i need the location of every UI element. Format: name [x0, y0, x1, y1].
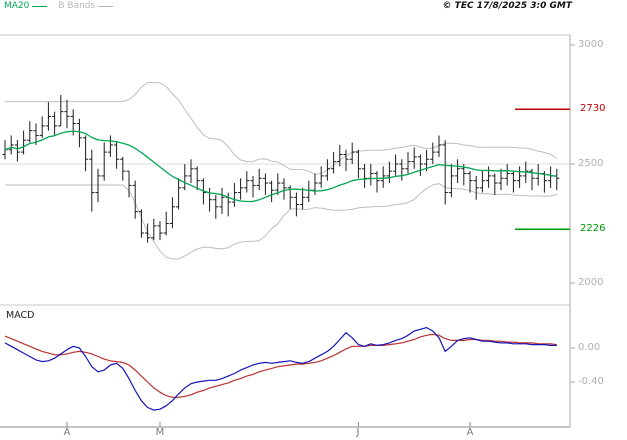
month-label-may: M: [155, 427, 165, 438]
month-label-august: A: [466, 427, 474, 438]
support-level-label: 2226: [580, 223, 606, 234]
ma20-legend-label: MA20: [4, 1, 30, 11]
price-tick-2000: 2000: [578, 277, 604, 288]
copyright-text: © TEC 17/8/2025 3:0 GMT: [442, 1, 572, 11]
price-tick-2500: 2500: [578, 158, 604, 169]
ma20-line-swatch-icon: [32, 5, 48, 7]
macd-panel-label: MACD: [6, 310, 35, 321]
month-label-april: A: [63, 427, 71, 438]
macd-tick-zero: 0.00: [578, 342, 601, 353]
macd-tick-minus040: -0.40: [578, 376, 604, 387]
price-tick-3000: 3000: [578, 39, 604, 50]
resistance-level-label: 2730: [580, 103, 606, 114]
bbands-legend-label: B Bands: [58, 1, 96, 11]
bbands-line-swatch-icon: [98, 5, 114, 7]
month-label-july: J: [356, 427, 360, 438]
legend: MA20 B Bands: [4, 1, 116, 12]
